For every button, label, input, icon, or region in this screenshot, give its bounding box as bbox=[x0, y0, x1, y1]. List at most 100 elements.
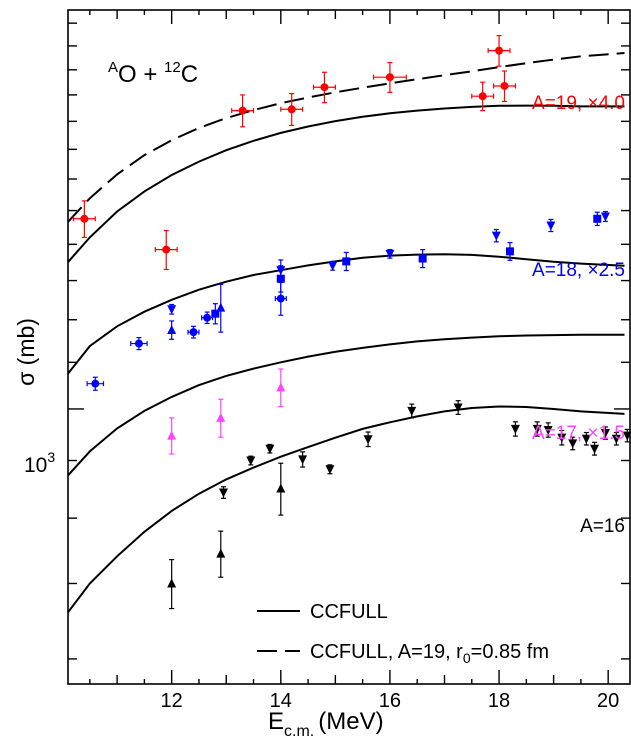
data-point bbox=[453, 400, 463, 415]
series-1 bbox=[86, 210, 610, 391]
marker-triangle-up bbox=[276, 483, 286, 493]
marker-square bbox=[593, 214, 602, 223]
data-point bbox=[154, 229, 178, 271]
data-point bbox=[216, 530, 226, 578]
marker-triangle-down bbox=[265, 444, 275, 454]
marker-triangle-down bbox=[328, 261, 338, 271]
ccfull-curve-0 bbox=[67, 104, 625, 263]
data-point bbox=[418, 248, 427, 269]
data-point bbox=[187, 325, 200, 339]
data-point bbox=[325, 464, 335, 475]
legend-label-ccfull-r0: CCFULL, A=19, r0=0.85 fm bbox=[310, 641, 549, 666]
data-point bbox=[491, 228, 501, 243]
data-point bbox=[600, 210, 610, 223]
marker-triangle-up bbox=[216, 548, 226, 558]
marker-circle bbox=[495, 46, 504, 55]
marker-circle bbox=[287, 105, 296, 114]
data-point bbox=[216, 283, 226, 333]
plot-frame bbox=[67, 9, 631, 685]
ccfull-curves bbox=[67, 52, 625, 613]
series-label-a18: A=18, ×2.5 bbox=[532, 260, 625, 281]
data-point bbox=[274, 281, 287, 316]
data-point bbox=[487, 34, 511, 67]
marker-circle bbox=[80, 214, 89, 223]
marker-triangle-down bbox=[622, 431, 631, 441]
marker-triangle-down bbox=[385, 249, 395, 259]
marker-circle bbox=[238, 106, 247, 115]
data-point bbox=[201, 311, 214, 325]
x-tick-label: 12 bbox=[161, 690, 183, 712]
legend-label-ccfull: CCFULL bbox=[310, 601, 388, 623]
series-label-a17: A=17, ×1.5 bbox=[532, 423, 625, 444]
marker-circle bbox=[320, 83, 329, 92]
marker-triangle-up bbox=[167, 325, 177, 335]
data-point bbox=[167, 303, 177, 315]
series-label-a16: A=16 bbox=[580, 516, 625, 537]
data-point bbox=[581, 431, 591, 446]
marker-triangle-down bbox=[532, 424, 542, 434]
marker-triangle-down bbox=[453, 403, 463, 413]
data-point bbox=[167, 559, 177, 610]
marker-triangle-down bbox=[298, 455, 308, 465]
x-tick-label: 18 bbox=[488, 690, 510, 712]
ccfull-curve-4 bbox=[67, 405, 625, 613]
data-point bbox=[363, 431, 373, 448]
marker-square bbox=[276, 274, 285, 283]
data-point bbox=[505, 241, 514, 261]
marker-triangle-down bbox=[557, 433, 567, 443]
data-point bbox=[246, 455, 256, 466]
series-label-a19: A=19, ×4.0 bbox=[532, 93, 625, 114]
data-point bbox=[611, 431, 621, 446]
data-point bbox=[385, 248, 395, 259]
data-point bbox=[532, 421, 542, 437]
x-tick-label: 14 bbox=[270, 690, 292, 712]
data-point bbox=[72, 200, 96, 238]
data-point bbox=[219, 486, 229, 499]
data-point bbox=[211, 303, 220, 325]
data-point bbox=[471, 81, 495, 112]
data-point bbox=[167, 417, 177, 455]
marker-triangle-down bbox=[600, 429, 610, 439]
marker-circle bbox=[134, 339, 143, 348]
ccfull-curve-2 bbox=[67, 253, 625, 375]
marker-square bbox=[418, 254, 427, 263]
marker-triangle-down bbox=[407, 406, 417, 416]
x-tick-label: 20 bbox=[597, 690, 619, 712]
marker-triangle-down bbox=[246, 456, 256, 466]
marker-square bbox=[342, 257, 351, 266]
data-point bbox=[265, 443, 275, 454]
data-point bbox=[543, 422, 553, 438]
marker-circle bbox=[189, 328, 198, 337]
data-point bbox=[557, 429, 567, 446]
marker-triangle-up bbox=[216, 412, 226, 422]
data-point bbox=[372, 61, 407, 93]
marker-circle bbox=[500, 81, 509, 90]
marker-triangle-down bbox=[590, 444, 600, 454]
marker-triangle-down bbox=[581, 434, 591, 444]
marker-circle bbox=[162, 245, 171, 254]
data-point bbox=[276, 368, 286, 408]
data-point bbox=[510, 421, 520, 437]
marker-triangle-down bbox=[546, 221, 556, 231]
marker-triangle-down bbox=[325, 465, 335, 475]
x-axis-label: Ec.m. (MeV) bbox=[268, 708, 384, 740]
marker-triangle-down bbox=[510, 424, 520, 434]
y-tick-label-1000: 103 bbox=[24, 449, 55, 477]
data-point bbox=[342, 251, 351, 272]
data-point bbox=[492, 70, 517, 102]
marker-triangle-down bbox=[491, 231, 501, 241]
marker-circle bbox=[478, 92, 487, 101]
data-point bbox=[593, 211, 602, 227]
y-axis-label: σ (mb) bbox=[13, 318, 39, 386]
series-2 bbox=[167, 368, 286, 455]
marker-circle bbox=[385, 73, 394, 82]
data-point bbox=[86, 376, 105, 391]
data-point bbox=[600, 426, 610, 440]
data-point bbox=[622, 428, 631, 443]
legend: CCFULL CCFULL, A=19, r0=0.85 fm bbox=[257, 601, 549, 666]
marker-triangle-down bbox=[568, 439, 578, 449]
axis-ticks: 12 14 16 18 20 bbox=[68, 10, 630, 712]
data-point bbox=[407, 403, 417, 419]
data-point bbox=[328, 260, 338, 271]
marker-circle bbox=[203, 313, 212, 322]
